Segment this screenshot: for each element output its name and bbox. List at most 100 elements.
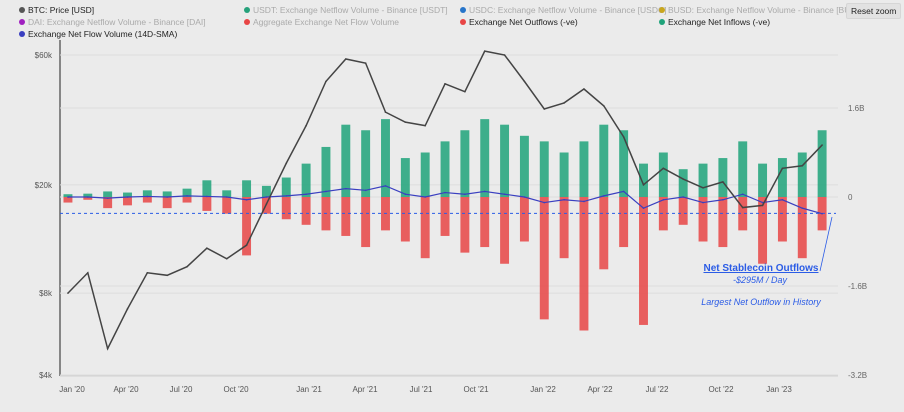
legend-item[interactable]: DAI: Exchange Netflow Volume - Binance [… [19,17,206,27]
btc-price-point [583,88,585,90]
btc-price-point [325,80,327,83]
inflow-bar [817,130,827,197]
outflow-bar [341,197,351,236]
legend-label: Aggregate Exchange Net Flow Volume [253,17,400,27]
x-tick-label: Jan '23 [766,385,792,394]
inflow-bar [261,185,271,197]
outflow-bar [678,197,688,225]
btc-price-point [523,80,526,83]
inflow-bar [321,146,331,197]
inflow-bar [460,130,470,197]
inflow-bar [658,152,668,197]
legend-marker-icon [19,31,25,37]
outflow-bar [797,197,807,259]
legend-marker-icon [460,7,466,13]
btc-price-point [186,265,188,268]
sma-point [682,196,684,198]
outflow-bar [361,197,371,248]
btc-price-point [722,181,724,183]
btc-price-point [364,62,367,64]
sma-point [543,201,546,204]
outflow-bar [242,197,252,256]
inflow-bar [222,190,232,197]
inflow-bar [519,135,529,197]
x-tick-label: Jan '22 [530,385,556,394]
inflow-bar [539,141,549,197]
legend-marker-icon [659,19,665,25]
outflow-bar [281,197,291,220]
inflow-bar [579,141,589,197]
btc-price-point [424,124,426,127]
btc-price-point [741,206,744,209]
outflow-bar [63,197,73,203]
legend-item[interactable]: Exchange Net Flow Volume (14D-SMA) [19,29,177,39]
inflow-bar [500,124,510,197]
legend-item[interactable]: USDT: Exchange Netflow Volume - Binance … [244,5,448,15]
x-tick-label: Oct '20 [223,385,249,394]
sma-point [563,198,565,201]
btc-price-point [622,136,625,138]
sma-point [166,196,168,198]
legend-item[interactable]: Exchange Net Outflows (-ve) [460,17,578,27]
left-tick-label: $60k [35,51,53,60]
inflow-bar [718,158,728,197]
inflow-bar [103,191,113,197]
annotation-value: -$295M / Day [733,275,788,285]
inflow-bar [777,158,787,197]
outflow-bar [162,197,172,209]
x-tick-label: Oct '21 [463,385,489,394]
reset-zoom-button[interactable]: Reset zoom [846,3,902,19]
inflow-bar [142,190,152,197]
sma-point [384,185,387,187]
legend-label: BTC: Price [USD] [28,5,95,15]
outflow-bar [519,197,529,242]
inflow-bar [797,152,807,197]
x-tick-label: Jul '20 [170,385,193,394]
sma-point [265,196,268,198]
outflow-bar [202,197,212,211]
btc-price-point [483,50,486,52]
legend-label: Exchange Net Flow Volume (14D-SMA) [28,29,178,39]
inflow-bar [559,152,569,197]
sma-point [364,189,367,192]
btc-price-point [781,167,784,170]
outflow-bar [500,197,510,264]
x-tick-label: Jul '21 [410,385,433,394]
inflow-bar [738,141,748,197]
sma-point [404,193,407,196]
legend-item[interactable]: BTC: Price [USD] [19,5,94,15]
outflow-bar [142,197,152,203]
legend-item[interactable]: Exchange Net Inflows (-ve) [659,17,770,27]
btc-price-point [225,257,228,260]
legend-label: USDT: Exchange Netflow Volume - Binance … [253,5,448,15]
outflow-bar [123,197,132,206]
sma-point [662,198,665,201]
x-tick-label: Jan '20 [59,385,85,394]
sma-point [345,187,347,190]
sma-point [483,190,486,193]
outflow-bar [579,197,589,331]
legend-item[interactable]: BUSD: Exchange Netflow Volume - Binance … [659,5,865,15]
sma-point [821,212,823,215]
sma-point [285,195,288,197]
outflow-bar [619,197,629,248]
legend-label: Exchange Net Inflows (-ve) [668,17,771,27]
legend-label: DAI: Exchange Netflow Volume - Binance [… [28,17,206,27]
sma-point [622,190,625,193]
legend-item[interactable]: Aggregate Exchange Net Flow Volume [244,17,399,27]
outflow-bar [420,197,430,259]
sma-point [523,196,526,198]
outflow-bar [777,197,787,242]
outflow-bar [400,197,410,242]
sma-point [325,190,327,193]
btc-price-point [662,167,665,170]
right-tick-label: 0 [848,193,853,202]
btc-price-point [682,178,684,180]
sma-point [642,207,645,209]
inflow-bar [400,158,410,197]
sma-point [305,193,307,196]
legend-item[interactable]: USDC: Exchange Netflow Volume - Binance … [460,5,666,15]
outflow-bar [480,197,490,248]
